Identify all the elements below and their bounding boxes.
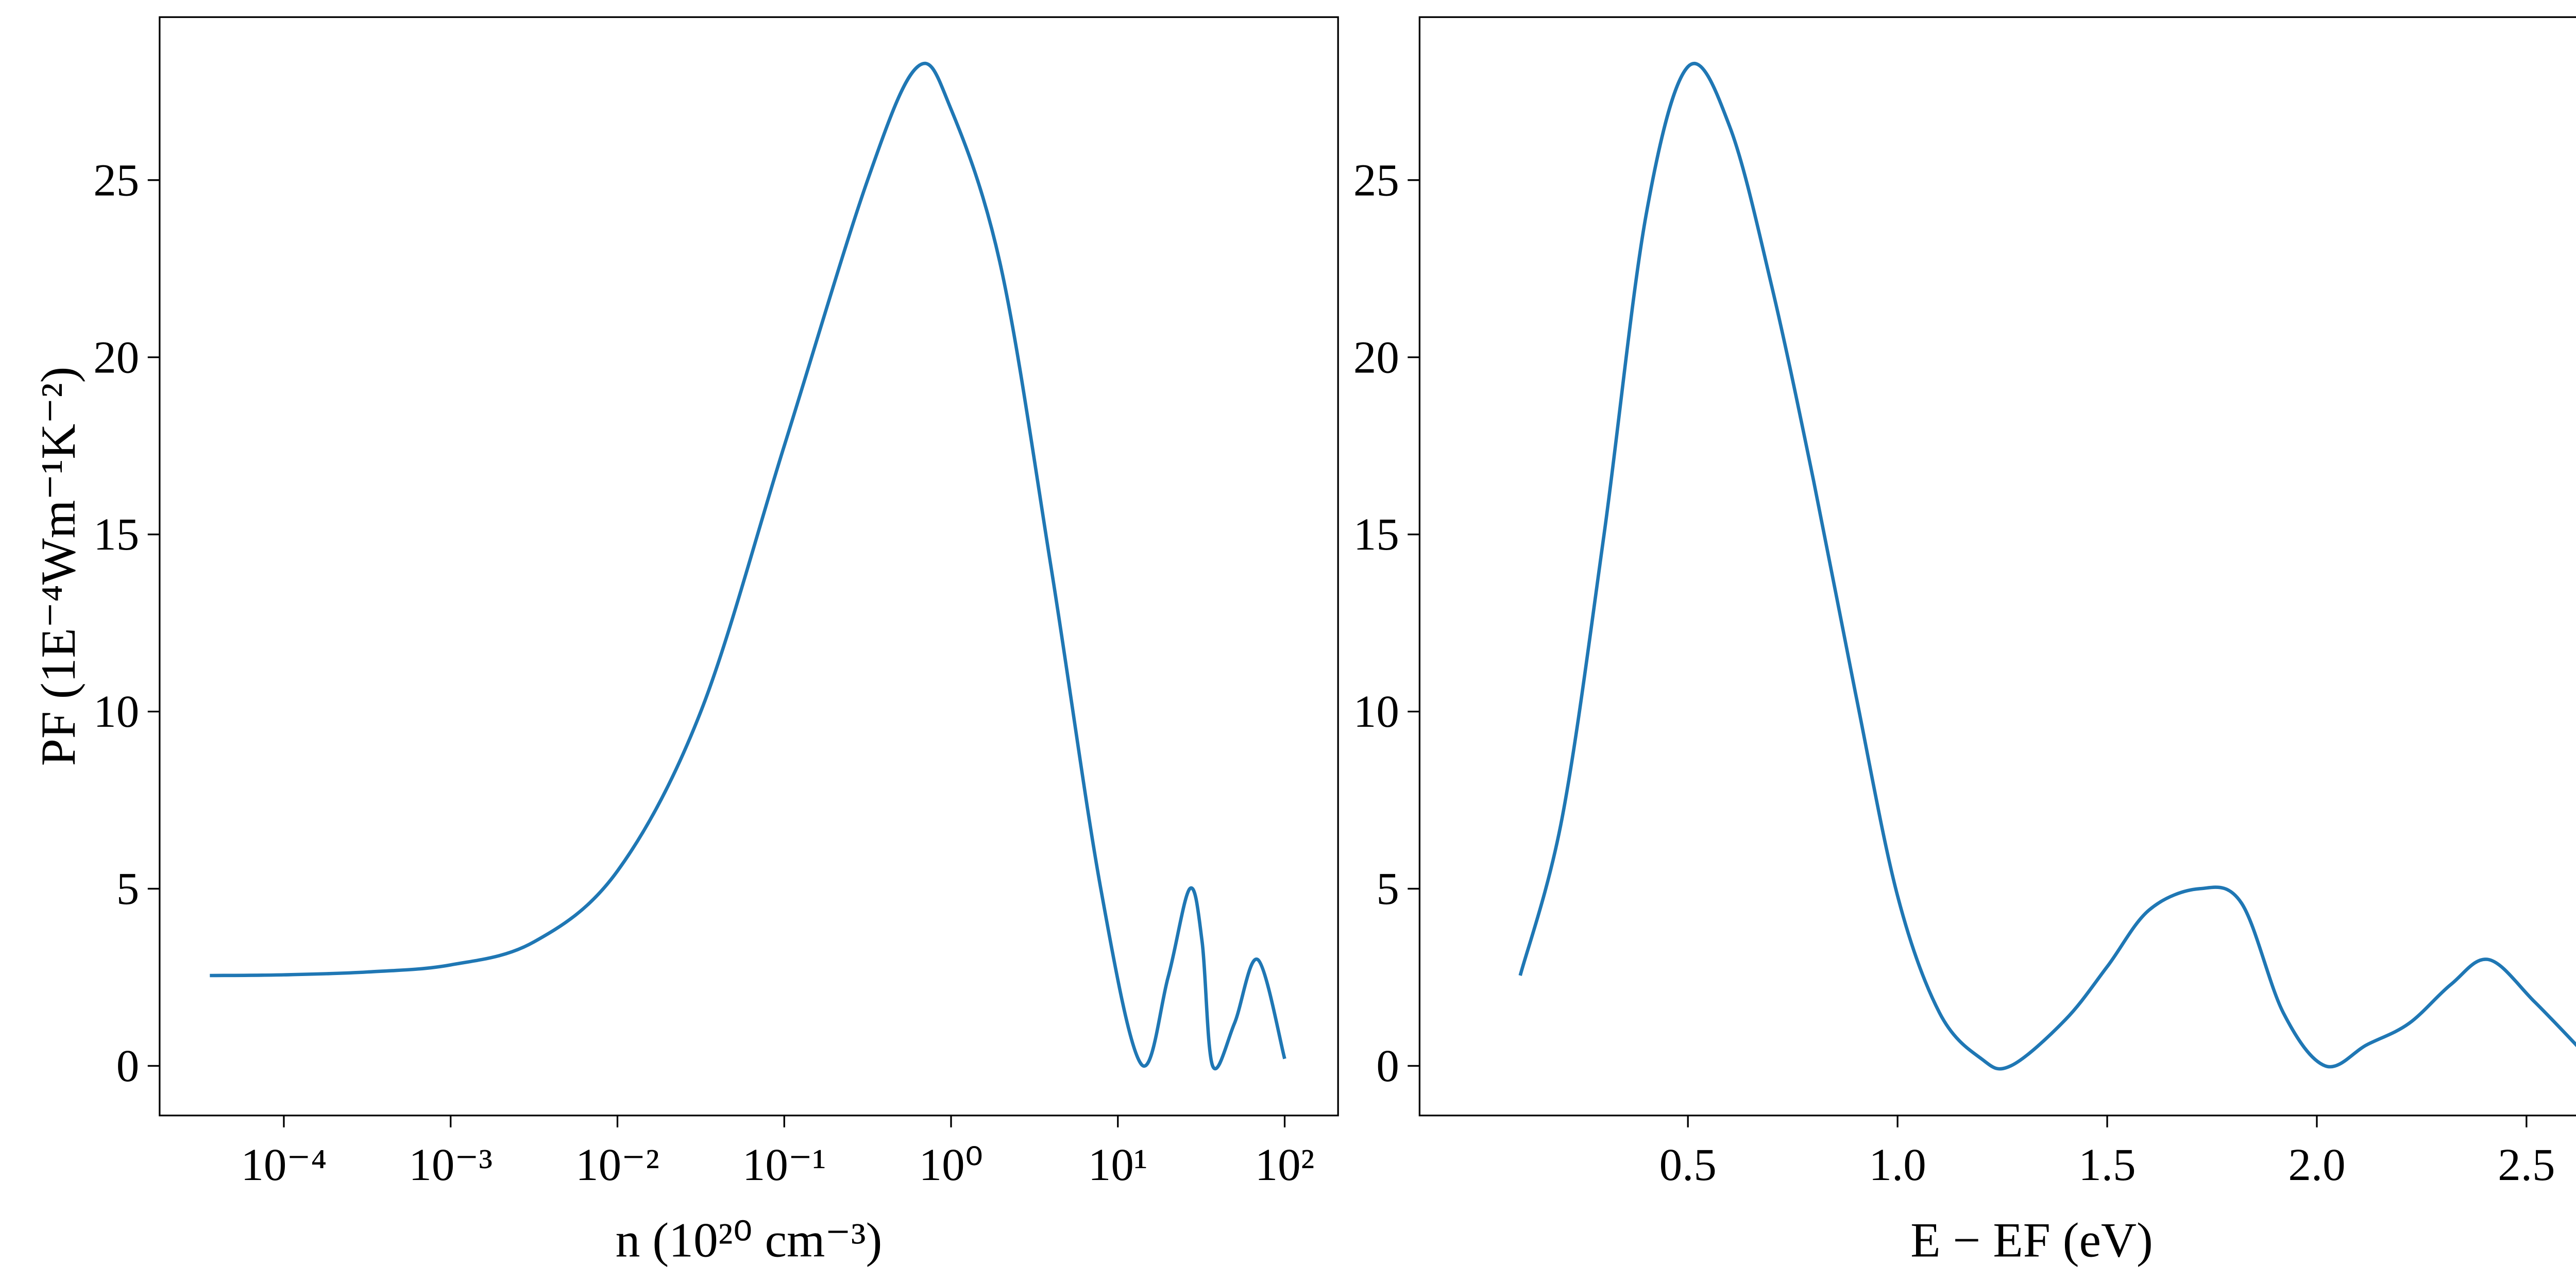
- x-tick-label: 10⁰: [919, 1140, 984, 1190]
- data-line: [1518, 62, 2576, 1071]
- x-tick-label: 1.0: [1869, 1140, 1926, 1190]
- x-tick-label: 10⁻⁴: [241, 1140, 327, 1190]
- axes-frame: [159, 16, 1339, 1117]
- y-tick-label: 25: [93, 155, 139, 206]
- x-tick-label: 2.5: [2498, 1140, 2555, 1190]
- x-tick-label: 10⁻³: [409, 1140, 493, 1190]
- y-tick-label: 25: [1353, 155, 1399, 206]
- x-tick-label: 10²: [1255, 1140, 1315, 1190]
- y-tick-label: 5: [116, 864, 139, 914]
- x-tick-label: 10⁻¹: [742, 1140, 826, 1190]
- x-tick-label: 2.0: [2288, 1140, 2345, 1190]
- y-tick-label: 15: [93, 509, 139, 560]
- x-tick-label: 10⁻²: [575, 1140, 659, 1190]
- y-tick-label: 15: [1353, 509, 1399, 560]
- y-tick-label: 0: [1376, 1041, 1399, 1091]
- x-axis-label: E − EF (eV): [1910, 1212, 2153, 1267]
- y-tick-label: 10: [93, 687, 139, 737]
- x-tick-label: 1.5: [2078, 1140, 2136, 1190]
- axes-frame: [1418, 16, 2576, 1117]
- y-tick-label: 5: [1376, 864, 1399, 914]
- y-axis-label: PF (1E⁻⁴Wm⁻¹K⁻²): [31, 367, 86, 766]
- y-tick-label: 0: [116, 1041, 139, 1091]
- y-tick-label: 20: [93, 332, 139, 383]
- x-axis-label: n (10²⁰ cm⁻³): [616, 1212, 883, 1267]
- x-tick-label: 10¹: [1088, 1140, 1148, 1190]
- y-tick-label: 10: [1353, 687, 1399, 737]
- x-tick-label: 0.5: [1659, 1140, 1717, 1190]
- data-line: [210, 61, 1286, 1071]
- y-tick-label: 20: [1353, 332, 1399, 383]
